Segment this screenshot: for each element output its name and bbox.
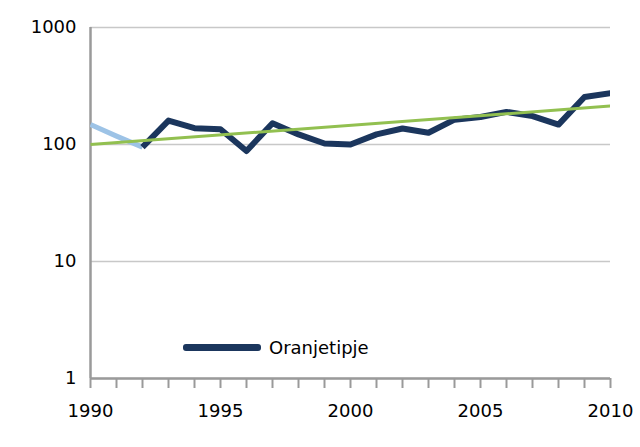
html-text:Oranjetipje: Oranjetipje xyxy=(269,337,369,358)
svg-text:2000: 2000 xyxy=(328,400,374,421)
svg-text:2010: 2010 xyxy=(588,400,634,421)
svg-text:100: 100 xyxy=(42,133,76,154)
svg-text:1995: 1995 xyxy=(198,400,244,421)
svg-text:2005: 2005 xyxy=(458,400,504,421)
svg-text:1990: 1990 xyxy=(68,400,114,421)
svg-text:1000: 1000 xyxy=(31,16,77,37)
svg-text:10: 10 xyxy=(54,250,77,271)
svg-text:1: 1 xyxy=(65,367,76,388)
